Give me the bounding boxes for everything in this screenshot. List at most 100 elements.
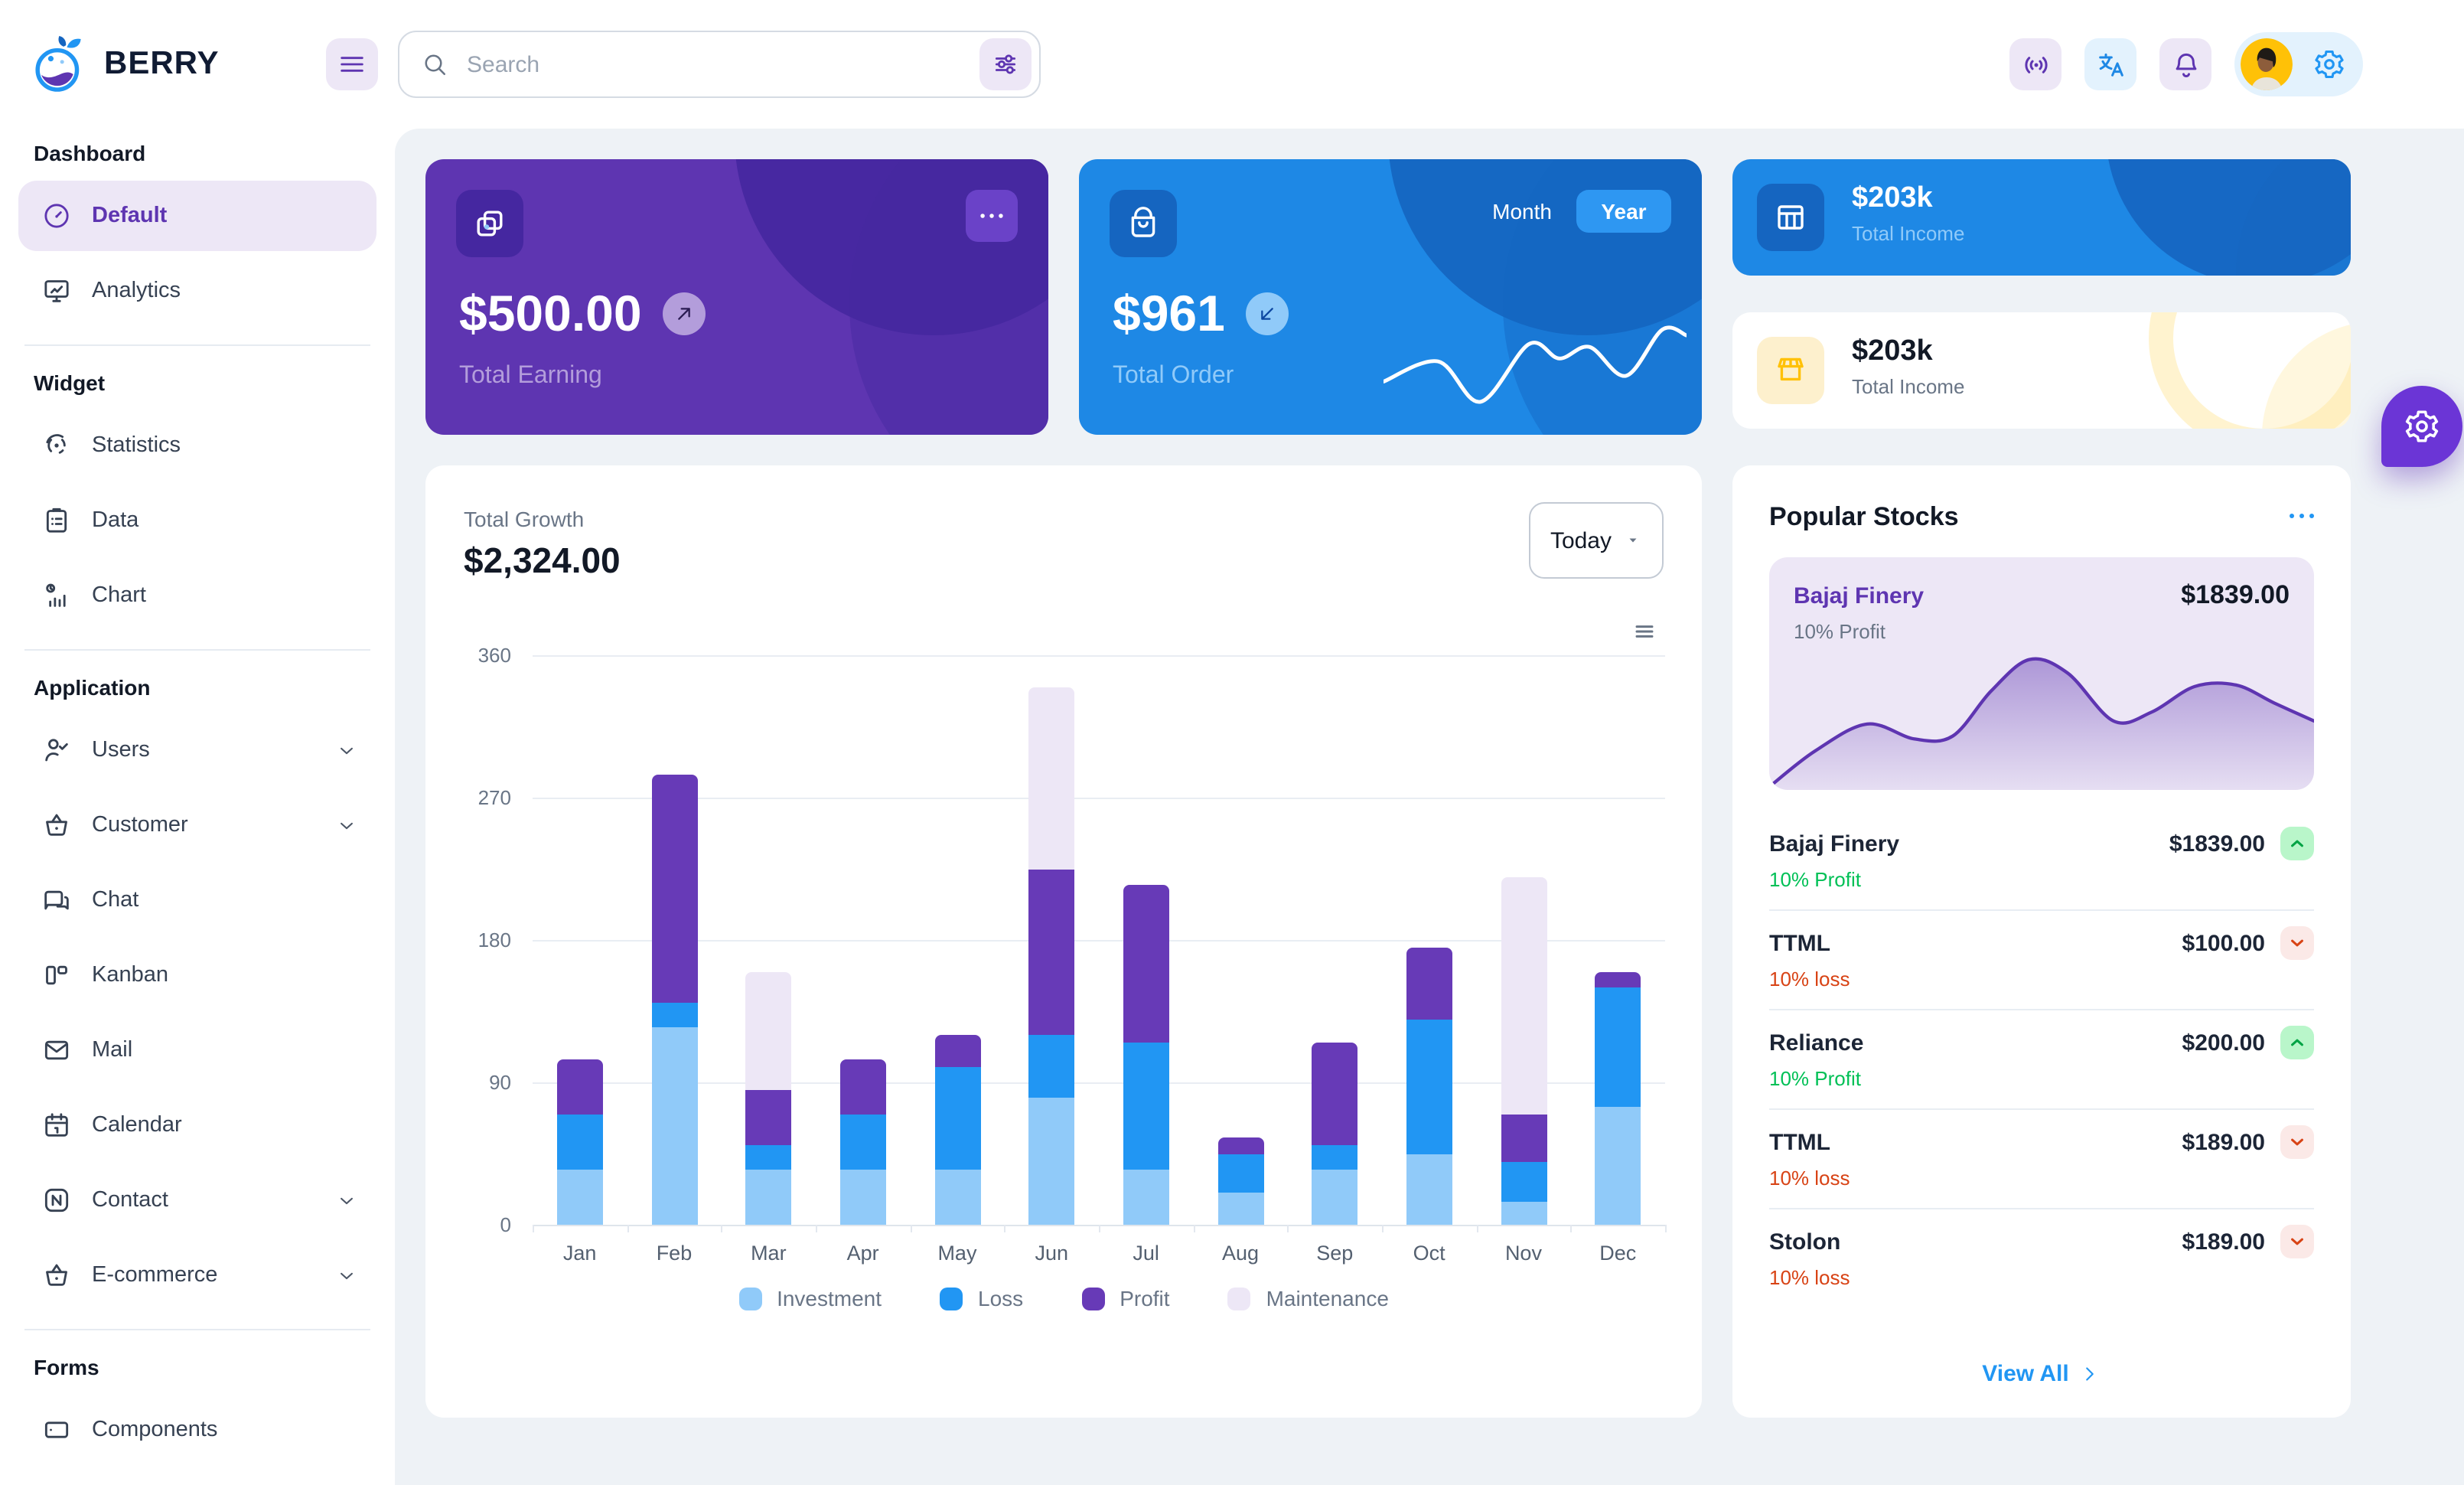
order-icon-button[interactable] [1110,190,1177,257]
toggle-year-button[interactable]: Year [1576,190,1671,233]
sidebar-item-chart[interactable]: Chart [18,560,376,631]
sidebar-toggle-button[interactable] [326,38,378,90]
bar-segment-profit [1406,948,1452,1020]
berry-logo-icon [31,34,89,95]
x-axis-tick [1287,1225,1289,1232]
caret-down-icon [1624,531,1642,550]
live-notifications-button[interactable] [2009,38,2061,90]
bar-jul [1123,884,1169,1225]
period-toggle: Month Year [1492,190,1671,233]
bar-segment-loss [1028,1035,1075,1098]
legend-item-investment[interactable]: Investment [738,1286,882,1310]
sidebar-item-kanban[interactable]: Kanban [18,940,376,1010]
bar-mar [745,971,792,1225]
sidebar-item-label: Analytics [92,279,181,303]
total-earning-card: $500.00 Total Earning [425,159,1048,435]
bar-segment-loss [1406,1019,1452,1154]
divider [24,1329,370,1330]
legend-item-profit[interactable]: Profit [1081,1286,1170,1310]
toggle-month-button[interactable]: Month [1492,199,1552,224]
total-earning-value: $500.00 [459,285,642,341]
search-filter-button[interactable] [979,38,1032,90]
sidebar-item-calendar[interactable]: Calendar [18,1090,376,1160]
gridline [533,1082,1665,1084]
featured-stock-price: $1839.00 [2181,580,2290,609]
x-axis-label: Dec [1599,1242,1637,1265]
sidebar-item-mail[interactable]: Mail [18,1015,376,1085]
sidebar-item-label: E-commerce [92,1263,218,1288]
bar-segment-loss [651,1003,697,1027]
language-button[interactable] [2084,38,2136,90]
earning-icon-button[interactable] [456,190,523,257]
stock-price: $1839.00 [2169,831,2265,857]
x-axis-label: Mar [751,1242,787,1265]
gridline [533,798,1665,799]
main-content: $500.00 Total Earning Month Year $961 To… [395,129,2464,1485]
featured-stock-change: 10% Profit [1794,620,1885,643]
stock-trend-badge-up [2280,1026,2314,1059]
bar-segment-maintenance [1028,687,1075,869]
earning-menu-button[interactable] [966,190,1018,242]
sidebar-item-analytics[interactable]: Analytics [18,256,376,326]
period-select[interactable]: Today [1528,502,1664,579]
stock-name: TTML [1769,930,1830,956]
sidebar-item-customer[interactable]: Customer [18,790,376,860]
sidebar-item-components[interactable]: Components [18,1395,376,1465]
growth-plot: 0 90 180 270 360 Jan Feb Mar Apr May Jun Jul Aug Sep O… [478,644,1667,1265]
x-axis-label: May [937,1242,977,1265]
stocks-menu-button[interactable] [2283,498,2320,534]
x-axis-label: Apr [846,1242,879,1265]
income-table-icon-button[interactable] [1757,184,1824,251]
sidebar-item-default[interactable]: Default [18,181,376,251]
view-all-link[interactable]: View All [1732,1361,2351,1387]
notifications-button[interactable] [2159,38,2211,90]
bar-segment-investment [1217,1193,1263,1225]
legend-item-loss[interactable]: Loss [940,1286,1023,1310]
sidebar-item-label: Chart [92,583,146,608]
brand[interactable]: BERRY [31,34,219,95]
chevron-down-icon [335,1264,358,1287]
calendar-icon [41,1110,72,1141]
statistics-icon [41,430,72,461]
x-axis-label: Jan [562,1242,597,1265]
bar-segment-investment [1406,1154,1452,1225]
chart-menu-icon[interactable] [1630,618,1659,645]
stock-row: TTML $189.00 10% loss [1769,1110,2314,1209]
x-axis-tick [1193,1225,1195,1232]
decor-circle [849,159,1048,435]
y-axis-tick-label: 90 [489,1071,511,1094]
featured-stock-card[interactable]: Bajaj Finery $1839.00 10% Profit [1769,557,2314,790]
stock-name: Reliance [1769,1030,1864,1056]
bar-segment-profit [1123,884,1169,1043]
sidebar-item-e-commerce[interactable]: E-commerce [18,1240,376,1310]
bar-segment-maintenance [1501,876,1547,1115]
y-axis-tick-label: 180 [477,929,511,951]
mail-icon [41,1035,72,1066]
sidebar-item-data[interactable]: Data [18,485,376,556]
customize-fab-button[interactable] [2381,386,2462,467]
bar-segment-investment [1028,1098,1075,1225]
sidebar-item-users[interactable]: Users [18,715,376,785]
sidebar-item-statistics[interactable]: Statistics [18,410,376,481]
sidebar-item-chat[interactable]: Chat [18,865,376,935]
bar-jan [556,1059,603,1225]
bar-segment-profit [839,1059,886,1115]
total-income-dark-label: Total Income [1852,222,1965,245]
header-actions [2009,32,2363,96]
profile-menu-button[interactable] [2234,32,2363,96]
bar-segment-profit [745,1090,792,1146]
stock-trend-badge-down [2280,1225,2314,1258]
bar-segment-profit [556,1059,603,1115]
legend-item-maintenance[interactable]: Maintenance [1227,1286,1389,1310]
income-store-icon-button[interactable] [1757,337,1824,404]
sidebar-item-contact[interactable]: Contact [18,1165,376,1235]
total-order-value: $961 [1113,285,1225,341]
stock-change: 10% loss [1769,1167,1850,1190]
bar-feb [651,774,697,1225]
sidebar-item-label: Calendar [92,1113,182,1137]
sidebar-item-label: Data [92,508,139,533]
y-axis-tick-label: 360 [477,644,511,667]
popular-stocks-card: Popular Stocks Bajaj Finery $1839.00 10%… [1732,465,2351,1418]
search-input[interactable] [464,50,964,79]
gridline [533,655,1665,657]
